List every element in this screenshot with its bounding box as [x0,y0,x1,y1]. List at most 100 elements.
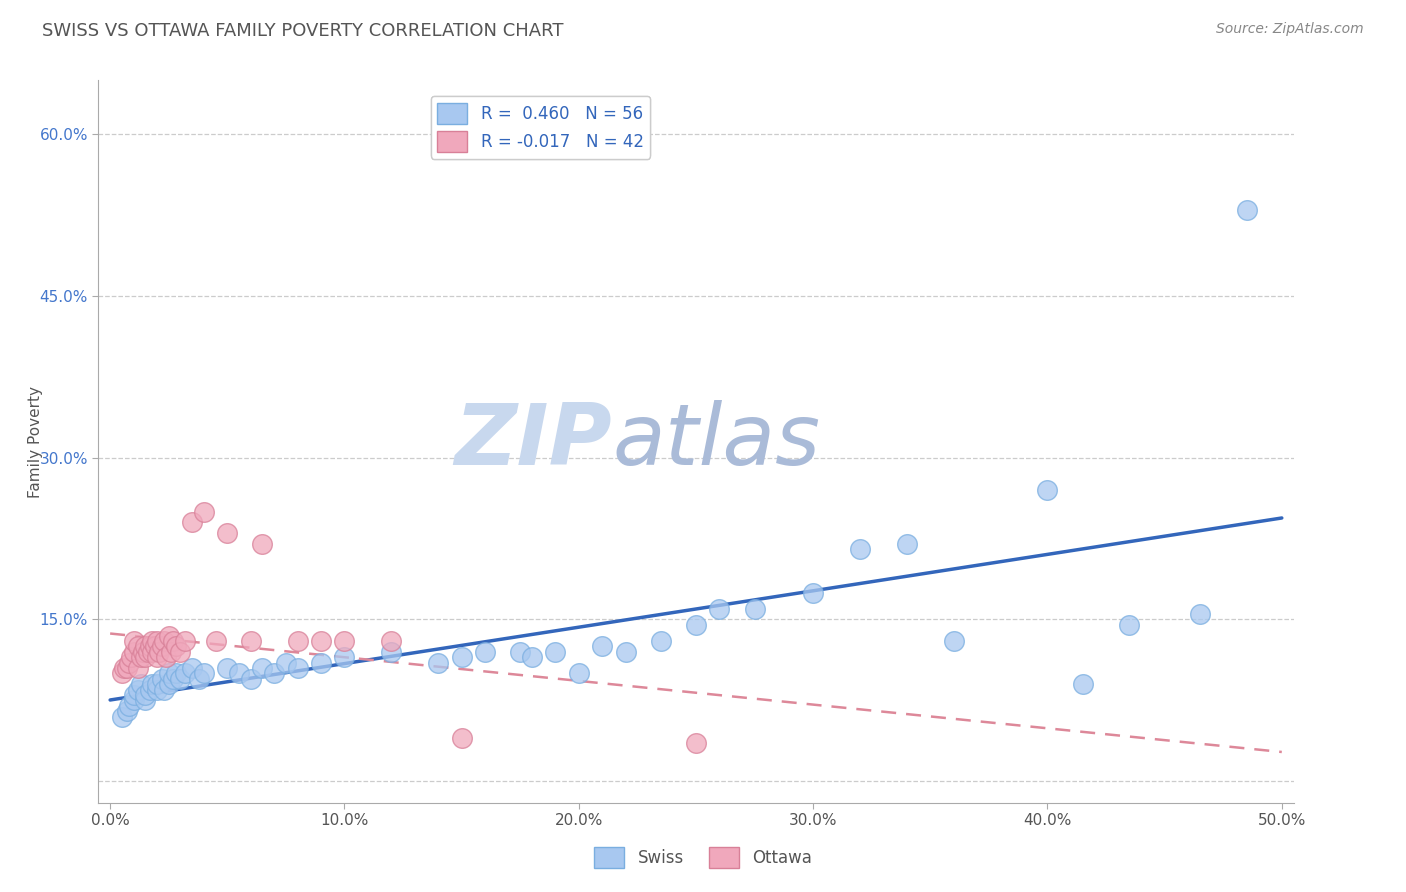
Point [181,661,204,675]
Point [122,634,145,648]
Legend: R =  0.460   N = 56, R = -0.017   N = 42: R = 0.460 N = 56, R = -0.017 N = 42 [430,95,651,159]
Point [204,634,226,648]
Point [849,542,872,557]
Point [263,666,285,681]
Point [134,650,156,665]
Point [287,634,309,648]
Point [181,516,204,530]
Point [544,645,567,659]
Point [165,666,187,681]
Point [139,682,162,697]
Point [120,650,142,665]
Point [942,634,965,648]
Point [141,634,163,648]
Point [193,505,215,519]
Point [148,645,170,659]
Point [150,640,173,654]
Point [380,634,402,648]
Point [509,645,531,659]
Point [150,672,173,686]
Point [427,656,450,670]
Point [146,682,169,697]
Point [157,677,180,691]
Point [129,677,152,691]
Point [685,618,707,632]
Point [1071,677,1094,691]
Point [146,650,169,665]
Point [1118,618,1140,632]
Point [165,640,187,654]
Point [309,634,332,648]
Point [450,650,472,665]
Point [801,585,824,599]
Point [744,601,766,615]
Text: atlas: atlas [613,400,820,483]
Point [188,672,211,686]
Point [146,634,169,648]
Point [217,526,239,541]
Point [143,640,166,654]
Point [118,656,141,670]
Point [685,737,707,751]
Point [169,645,191,659]
Point [174,634,197,648]
Point [162,672,184,686]
Point [568,666,591,681]
Point [111,709,134,723]
Point [141,645,163,659]
Text: Source: ZipAtlas.com: Source: ZipAtlas.com [1216,22,1364,37]
Point [228,666,250,681]
Point [118,698,141,713]
Point [115,661,138,675]
Point [380,645,402,659]
Point [239,634,262,648]
Point [252,537,274,551]
Point [111,666,134,681]
Point [136,645,159,659]
Point [141,677,163,691]
Text: SWISS VS OTTAWA FAMILY POVERTY CORRELATION CHART: SWISS VS OTTAWA FAMILY POVERTY CORRELATI… [42,22,564,40]
Point [193,666,215,681]
Point [122,645,145,659]
Point [239,672,262,686]
Point [709,601,731,615]
Point [134,688,156,702]
Point [1036,483,1059,497]
Point [333,650,356,665]
Point [139,640,162,654]
Point [650,634,672,648]
Point [520,650,543,665]
Y-axis label: Family Poverty: Family Poverty [28,385,42,498]
Point [274,656,297,670]
Point [153,682,176,697]
Legend: Swiss, Ottawa: Swiss, Ottawa [588,840,818,875]
Point [127,661,149,675]
Point [134,640,156,654]
Point [896,537,918,551]
Point [174,666,197,681]
Point [591,640,613,654]
Point [287,661,309,675]
Point [333,634,356,648]
Point [115,704,138,718]
Point [1188,607,1211,621]
Point [217,661,239,675]
Point [169,672,191,686]
Point [614,645,637,659]
Text: ZIP: ZIP [454,400,613,483]
Point [153,634,176,648]
Point [309,656,332,670]
Point [474,645,496,659]
Point [132,645,155,659]
Point [134,693,156,707]
Point [155,650,177,665]
Point [160,645,183,659]
Point [122,693,145,707]
Point [122,688,145,702]
Point [129,650,152,665]
Point [112,661,135,675]
Point [157,629,180,643]
Point [157,666,180,681]
Point [146,677,169,691]
Point [162,634,184,648]
